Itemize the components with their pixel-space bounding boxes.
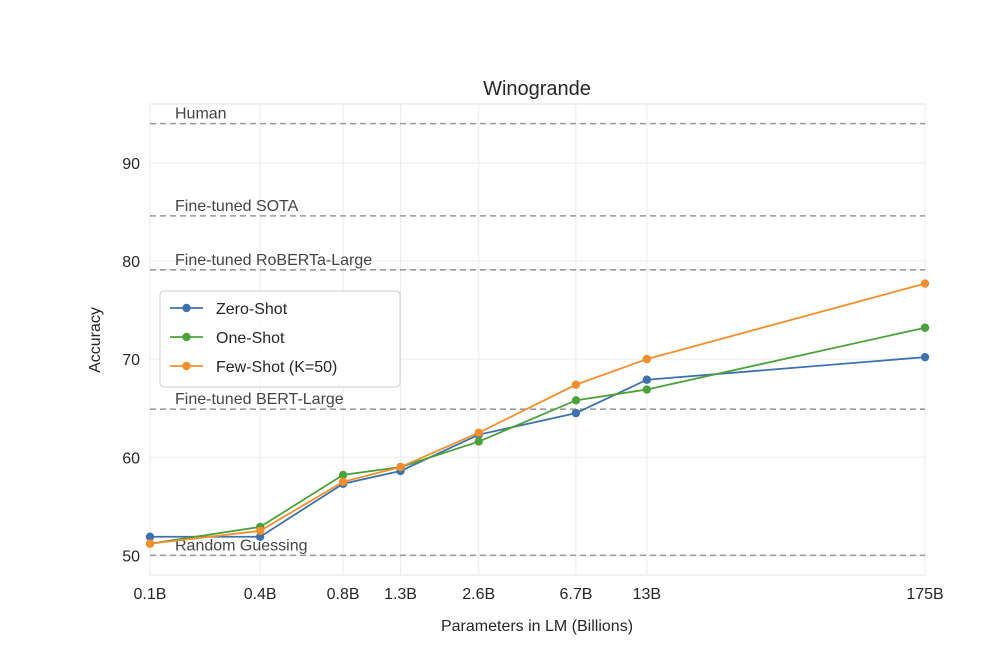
reference-line-label: Random Guessing — [175, 537, 308, 554]
legend-box — [159, 290, 401, 388]
data-point — [396, 462, 405, 472]
x-tick-label: 0.8B — [327, 586, 360, 603]
x-tick-label: 0.4B — [244, 586, 277, 603]
y-axis-label: Accuracy — [87, 307, 104, 373]
data-point — [145, 532, 155, 541]
legend-label: Few-Shot (K=50) — [216, 359, 337, 376]
x-tick-label: 0.1B — [134, 586, 167, 603]
legend-marker — [182, 361, 191, 371]
reference-line-label: Human — [175, 106, 227, 123]
data-point — [255, 526, 265, 536]
y-tick-label: 90 — [122, 156, 140, 173]
grid — [149, 104, 926, 575]
reference-line-label: Fine-tuned BERT-Large — [175, 391, 344, 408]
series-line — [149, 326, 926, 545]
data-point — [642, 354, 652, 364]
data-point — [145, 539, 155, 548]
legend: Zero-Shot One-Shot Few-Shot (K=50) — [159, 290, 401, 388]
reference-line-label: Fine-tuned RoBERTa-Large — [175, 252, 372, 269]
data-point — [642, 385, 652, 394]
data-point — [920, 352, 930, 362]
legend-entry: One-Shot — [170, 330, 285, 347]
legend-entry: Zero-Shot — [170, 301, 288, 318]
data-point — [642, 375, 652, 384]
data-point — [920, 279, 930, 288]
x-axis-label: Parameters in LM (Billions) — [441, 618, 633, 635]
y-tick-label: 80 — [122, 254, 140, 271]
data-point — [338, 470, 348, 480]
legend-entry: Few-Shot (K=50) — [170, 359, 337, 376]
axes: 0.1B 0.4B 0.8B 1.3B 2.6B 6.7B 13B 175B 50 60 70 80 9… — [122, 156, 943, 603]
series-few-shot-k-50 — [145, 279, 930, 548]
y-tick-label: 60 — [122, 450, 140, 467]
series-zero-shot — [145, 352, 930, 541]
data-point — [571, 408, 581, 418]
data-point — [474, 437, 483, 446]
legend-label: Zero-Shot — [216, 301, 288, 318]
data-point — [255, 532, 265, 541]
data-point — [474, 428, 483, 437]
x-tick-label: 175B — [906, 586, 943, 603]
legend-label: One-Shot — [216, 330, 285, 347]
legend-marker — [182, 303, 191, 313]
reference-line-label: Fine-tuned SOTA — [175, 198, 299, 215]
y-tick-label: 70 — [122, 352, 140, 369]
legend-marker — [182, 332, 191, 342]
x-tick-label: 2.6B — [462, 586, 495, 603]
series-line — [150, 356, 926, 538]
reference-lines: Human Fine-tuned SOTA Fine-tuned RoBERTa-L… — [150, 106, 925, 557]
chart-title: Winogrande — [483, 78, 591, 100]
data-point — [920, 323, 930, 332]
data-point — [338, 477, 348, 486]
data-point — [571, 380, 581, 389]
x-tick-label: 13B — [633, 586, 661, 603]
series-line — [149, 282, 926, 545]
x-tick-label: 6.7B — [559, 586, 592, 603]
x-tick-label: 1.3B — [384, 586, 417, 603]
data-point — [571, 396, 581, 405]
series-group — [145, 279, 930, 548]
y-tick-label: 50 — [122, 548, 140, 565]
